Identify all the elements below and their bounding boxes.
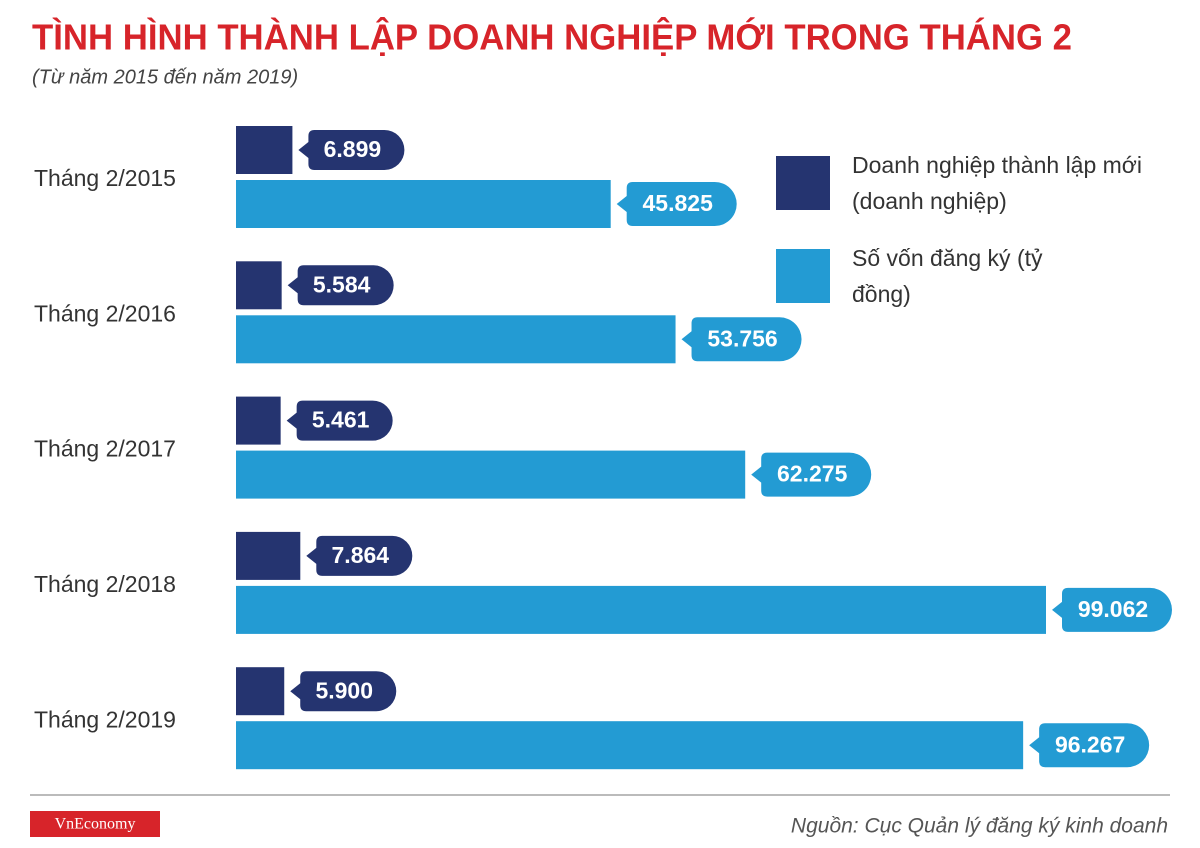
value-bubble <box>681 317 802 362</box>
bar <box>236 450 746 499</box>
value-bubble <box>306 535 413 576</box>
bar <box>236 585 1046 634</box>
category-label: Tháng 2/2015 <box>34 165 176 191</box>
value-label: 5.461 <box>312 407 370 433</box>
legend-swatch <box>776 249 830 303</box>
category-label: Tháng 2/2018 <box>34 571 176 597</box>
value-label: 96.267 <box>1055 731 1125 757</box>
value-bubble <box>751 452 872 497</box>
bar <box>236 531 301 580</box>
bar <box>236 315 676 364</box>
value-bubble <box>287 265 394 306</box>
bar <box>236 261 282 310</box>
bar <box>236 180 611 228</box>
value-bubble <box>298 130 405 170</box>
category-label: Tháng 2/2019 <box>34 706 176 732</box>
value-bubble <box>290 671 397 712</box>
legend-label: Số vốn đăng ký (tỷ đồng) <box>852 245 1043 307</box>
legend-label: Doanh nghiệp thành lập mới (doanh nghiệp… <box>852 152 1143 214</box>
category-label: Tháng 2/2016 <box>34 300 176 326</box>
value-label: 99.062 <box>1078 596 1148 622</box>
bar <box>236 667 285 716</box>
value-bubble <box>1029 723 1150 768</box>
value-label: 5.900 <box>315 677 373 703</box>
value-label: 7.864 <box>332 542 390 568</box>
chart-subtitle: (Từ năm 2015 đến năm 2019) <box>32 66 298 88</box>
value-label: 5.584 <box>313 271 371 297</box>
value-label: 45.825 <box>643 190 714 216</box>
legend-swatch <box>776 156 830 210</box>
logo: VnEconomy <box>55 816 136 833</box>
value-bubble <box>286 400 393 441</box>
logo-box <box>30 811 160 837</box>
value-bubble <box>1052 587 1172 632</box>
chart-title: TÌNH HÌNH THÀNH LẬP DOANH NGHIỆP MỚI TRO… <box>32 16 1072 58</box>
category-label: Tháng 2/2017 <box>34 436 176 462</box>
value-label: 6.899 <box>324 136 382 162</box>
source: Nguồn: Cục Quản lý đăng ký kinh doanh <box>791 815 1168 838</box>
value-label: 62.275 <box>777 461 848 487</box>
bar <box>236 721 1024 770</box>
value-bubble <box>616 182 737 226</box>
bar <box>236 396 281 445</box>
bar <box>236 126 293 174</box>
value-label: 53.756 <box>707 325 777 351</box>
